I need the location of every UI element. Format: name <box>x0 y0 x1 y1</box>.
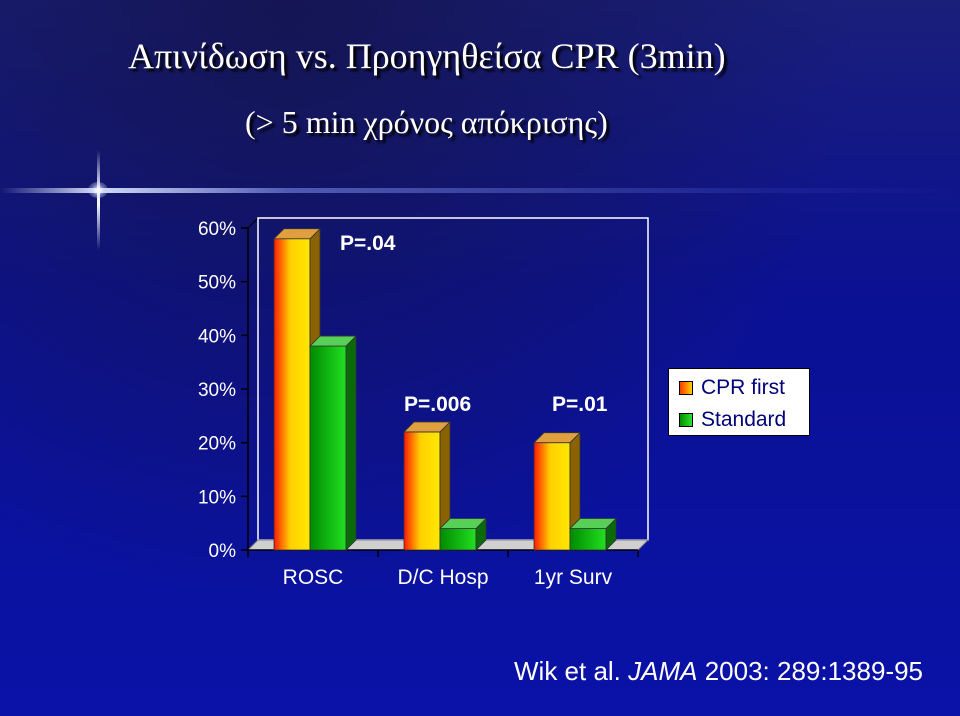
bars <box>273 227 617 551</box>
p-value-label: P=.01 <box>552 393 608 416</box>
x-tick-label: ROSC <box>283 566 344 589</box>
y-axis: 0% 10% 20% 30% 40% 50% 60% <box>198 219 249 562</box>
x-tick-label: 1yr Surv <box>534 566 613 589</box>
bar-front <box>439 528 477 551</box>
back-wall-left <box>247 216 259 550</box>
y-tick-label: 10% <box>198 487 236 508</box>
legend-swatch-cpr-first <box>679 381 693 395</box>
bar-top <box>309 335 357 347</box>
bar-front <box>273 238 311 551</box>
y-tick-label: 60% <box>198 219 236 240</box>
y-tick-label: 30% <box>198 380 236 401</box>
bar-top <box>273 228 321 240</box>
citation-authors: Wik et al. <box>514 656 629 686</box>
p-value-label: P=.04 <box>340 232 396 255</box>
bar-front <box>403 431 441 551</box>
bar <box>439 517 487 551</box>
bar-front <box>309 345 347 551</box>
bar-front <box>533 442 571 551</box>
legend-label-standard: Standard <box>701 408 787 431</box>
x-tick-label: D/C Hosp <box>397 566 488 589</box>
bar-top <box>533 432 581 444</box>
legend: CPR first Standard <box>668 368 810 436</box>
bar-top <box>569 518 617 529</box>
bar <box>403 420 451 551</box>
legend-swatch-standard <box>679 413 693 427</box>
citation: Wik et al. JAMA 2003: 289:1389-95 <box>514 656 954 686</box>
annotations: P=.04 P=.006 P=.01 <box>340 232 608 416</box>
y-tick-label: 50% <box>198 273 236 294</box>
y-tick-label: 40% <box>198 326 236 347</box>
p-value-label: P=.006 <box>404 393 471 416</box>
bar-front <box>569 528 607 551</box>
x-axis: ROSC D/C Hosp 1yr Surv <box>247 549 639 589</box>
bar <box>533 431 581 551</box>
decorative-flare-line <box>0 188 960 193</box>
bar-top <box>403 421 451 433</box>
citation-details: 2003: 289:1389-95 <box>697 656 924 686</box>
bar <box>309 335 357 551</box>
bar <box>569 517 617 551</box>
bar-side <box>345 335 357 551</box>
slide-subtitle: (> 5 min χρόνος απόκρισης) <box>245 104 608 140</box>
y-tick-label: 20% <box>198 434 236 455</box>
legend-label-cpr-first: CPR first <box>701 376 785 399</box>
citation-journal: JAMA <box>628 656 698 686</box>
bar-top <box>439 518 487 529</box>
slide-title: Απινίδωση vs. Προηγηθείσα CPR (3min) <box>128 36 726 76</box>
y-tick-label: 0% <box>209 541 237 562</box>
decorative-flare-star <box>88 182 108 198</box>
decorative-flare-vertical <box>97 150 100 250</box>
